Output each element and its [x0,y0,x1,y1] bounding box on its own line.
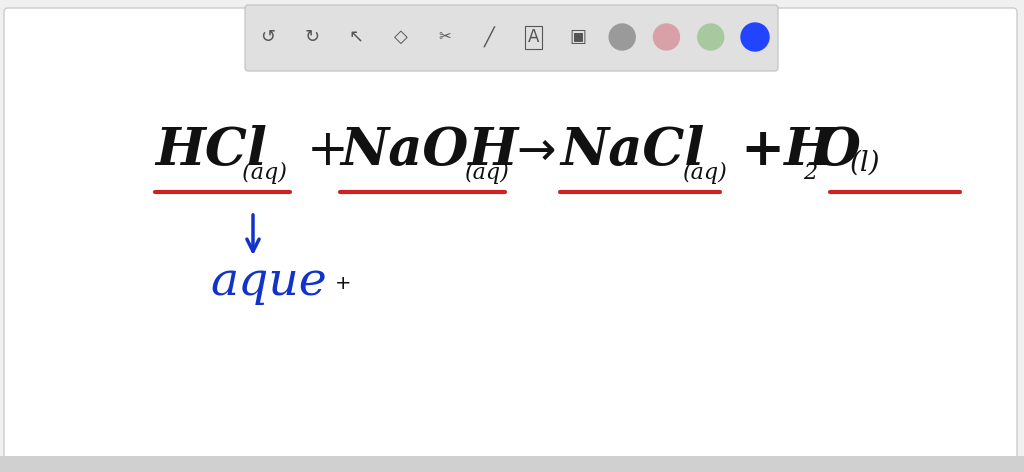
Text: ╱: ╱ [484,26,495,48]
FancyBboxPatch shape [4,8,1017,468]
Text: +: + [307,126,349,176]
Text: (aq): (aq) [683,162,728,184]
Text: ↖: ↖ [349,28,365,46]
Text: HCl: HCl [155,125,267,176]
Text: ↻: ↻ [305,28,319,46]
Text: (aq): (aq) [465,162,510,184]
Text: O: O [815,125,861,176]
Circle shape [609,24,635,50]
Text: A: A [528,28,540,46]
FancyBboxPatch shape [245,5,778,71]
Text: ▣: ▣ [569,28,587,46]
Text: +H: +H [740,125,835,176]
Text: NaOH: NaOH [340,125,518,176]
Text: ✂: ✂ [438,29,452,44]
Text: (l): (l) [850,150,881,177]
Bar [0,456,1024,472]
Circle shape [653,24,680,50]
Text: ↺: ↺ [260,28,275,46]
Text: (aq): (aq) [234,162,287,184]
Text: 2: 2 [803,162,817,184]
Text: →: → [516,130,556,175]
Circle shape [697,24,724,50]
Text: aque: aque [210,260,327,305]
Text: +: + [335,274,351,293]
Circle shape [741,23,769,51]
Text: NaCl: NaCl [560,125,705,176]
Text: ◇: ◇ [394,28,408,46]
